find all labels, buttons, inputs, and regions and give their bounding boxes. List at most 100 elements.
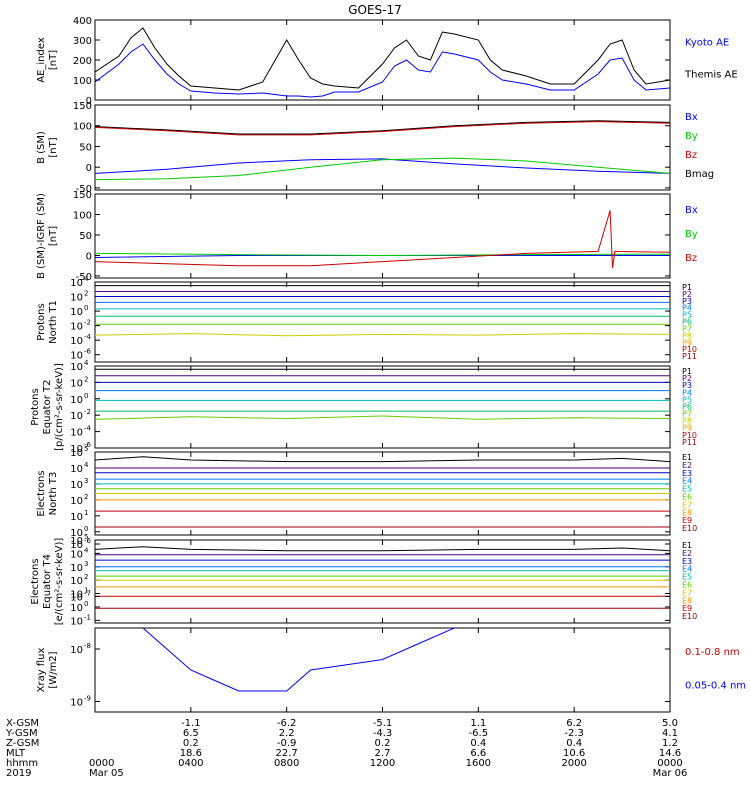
series-line-8	[95, 333, 670, 337]
series-group	[141, 628, 456, 692]
y-tick-label: 10	[70, 351, 83, 362]
legend-entry: E1	[682, 453, 692, 462]
x-row-value: -6.5	[469, 728, 489, 739]
y-tick-exponent: 4	[84, 359, 89, 367]
y-tick-exponent: 2	[84, 573, 88, 581]
legend-entry: E2	[682, 461, 692, 470]
plot-title: GOES-17	[348, 3, 402, 17]
y-tick-label: 200	[73, 56, 92, 67]
y-tick-label: 10	[70, 496, 83, 507]
series-group	[95, 546, 670, 609]
y-tick-exponent: -7	[84, 590, 91, 598]
legend-entry: By	[685, 229, 698, 240]
x-row-value: 0.4	[566, 738, 582, 749]
legend-entry: E6	[682, 493, 692, 502]
x-row-label: Z-GSM	[6, 738, 39, 749]
series-group	[95, 456, 670, 528]
y-tick-exponent: -4	[84, 425, 92, 433]
legend-entry: P1	[682, 283, 692, 292]
y-tick-label: 10	[70, 411, 83, 422]
series-line-3	[95, 158, 670, 174]
y-axis-label: [p/(cm²-s-sr-keV)]	[54, 363, 65, 451]
y-tick-label: 10	[70, 336, 83, 347]
x-row-value: 2.7	[375, 748, 391, 759]
panel-frame	[94, 104, 671, 191]
y-tick-label: 10	[70, 480, 83, 491]
y-tick-label: 10	[70, 540, 83, 551]
x-row-value: 18.6	[180, 748, 202, 759]
legend-entry: P9	[682, 424, 692, 433]
series-group	[95, 285, 670, 337]
x-row-value: 5.0	[662, 718, 678, 729]
x-row-value: 0400	[178, 758, 203, 769]
legend-entry: P10	[682, 431, 697, 440]
y-tick-label: 0	[86, 96, 92, 107]
y-axis-label: North T3	[48, 472, 59, 516]
y-tick-label: 50	[79, 231, 92, 242]
x-row-value: 0.2	[183, 738, 199, 749]
legend-entry: E7	[682, 588, 692, 597]
y-tick-label: 10	[70, 549, 83, 560]
legend-entry: P3	[682, 297, 692, 306]
y-tick-label: 150	[73, 101, 92, 112]
legend-entry: E7	[682, 500, 692, 509]
y-axis-label: North T1	[48, 300, 59, 344]
x-row-value: 1200	[370, 758, 395, 769]
x-axis-table: X-GSM -1.1 -6.2 -5.1 1.1 6.2 5.0 Y-GSM 6.5 2.2 -4.…	[5, 718, 687, 779]
legend-entry: Bmag	[685, 169, 714, 180]
y-tick-label: 10	[70, 603, 83, 614]
y-tick-label: 10	[70, 293, 83, 304]
y-tick-exponent: -4	[84, 333, 92, 341]
y-axis-label: Electrons	[36, 470, 47, 516]
x-row-value: -6.2	[277, 718, 297, 729]
x-row-value: 10.6	[563, 748, 585, 759]
legend-entry: 0.1-0.8 nm	[685, 647, 740, 658]
series-line-1	[95, 456, 670, 463]
x-row-value: 0800	[274, 758, 299, 769]
y-tick-exponent: -1	[84, 613, 91, 621]
y-axis-label: Xray flux	[36, 648, 47, 693]
panel-frame	[94, 539, 671, 624]
x-row-label: MLT	[6, 748, 26, 759]
y-axis-label: [nT]	[48, 50, 59, 70]
series-group	[95, 27, 670, 98]
panel-1: 0 100 200 300 400 AE_index [nT] Kyoto AE Themis …	[36, 16, 738, 107]
x-row-label: X-GSM	[6, 718, 39, 729]
legend-entry: Bx	[685, 112, 698, 123]
y-axis-label: Equator T4	[42, 554, 53, 609]
legend-entry: E6	[682, 581, 692, 590]
panel-3: -50 0 50 100 150 B (SM)-IGRF (SM) [nT] Bx By Bz	[36, 190, 698, 283]
panel-frame	[94, 19, 671, 101]
legend-entry: P3	[682, 381, 692, 390]
legend-entry: E9	[682, 516, 692, 525]
y-tick-exponent: 0	[84, 304, 88, 312]
y-tick-exponent: 4	[84, 461, 89, 469]
legend-entry: P5	[682, 311, 692, 320]
y-tick-exponent: -6	[84, 348, 92, 356]
panel-frame	[94, 281, 671, 363]
x-row-value: 0000	[657, 758, 682, 769]
y-tick-exponent: -2	[84, 408, 91, 416]
y-tick-exponent: 2	[84, 375, 88, 383]
y-tick-label: 10	[70, 576, 83, 587]
series-group	[95, 120, 670, 181]
y-tick-exponent: 0	[84, 600, 88, 608]
y-tick-exponent: 4	[84, 275, 89, 283]
x-row-value: -2.3	[564, 728, 584, 739]
y-tick-label: 50	[79, 142, 92, 153]
series-line-1	[95, 120, 670, 135]
y-tick-label: -50	[76, 272, 92, 283]
y-tick-exponent: 2	[84, 493, 88, 501]
legend-entry: E1	[682, 541, 692, 550]
y-tick-label: 10	[70, 378, 83, 389]
legend-entry: E2	[682, 549, 692, 558]
y-tick-label: 10	[70, 444, 83, 455]
y-tick-label: 10	[70, 428, 83, 439]
series-line-1	[95, 27, 670, 91]
y-tick-exponent: -9	[84, 695, 91, 703]
y-axis-label: [W/m2]	[48, 651, 59, 688]
legend-entry: Bx	[685, 205, 698, 216]
